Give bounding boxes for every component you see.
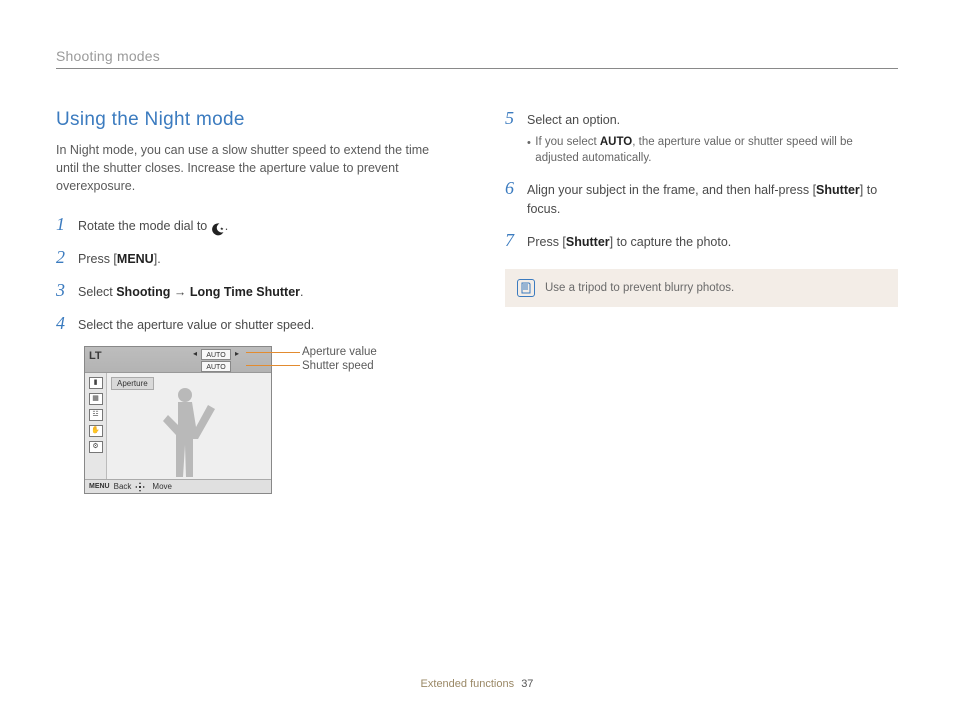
sidebar-icon: ▦ (89, 393, 103, 405)
breadcrumb: Shooting modes (56, 48, 898, 64)
bullet-text: If you select AUTO, the aperture value o… (535, 134, 898, 167)
callout-line (246, 365, 300, 366)
step-5-text: Select an option. (527, 111, 898, 130)
page-header: Shooting modes (56, 48, 898, 69)
arrow: → (170, 285, 189, 299)
sidebar-icon: ▮ (89, 377, 103, 389)
step-number: 2 (56, 248, 78, 268)
left-arrow-icon: ◂ (193, 349, 197, 358)
step-text: Press [MENU]. (78, 248, 161, 269)
step-number: 6 (505, 179, 527, 199)
step-2: 2 Press [MENU]. (56, 248, 449, 269)
step-text: Select an option. • If you select AUTO, … (527, 109, 898, 167)
lcd-move: Move (135, 482, 172, 492)
aperture-auto-pill: AUTO (201, 349, 231, 360)
lcd-mode-label: LT (89, 350, 102, 362)
right-column: 5 Select an option. • If you select AUTO… (505, 109, 898, 494)
step-1: 1 Rotate the mode dial to . (56, 215, 449, 236)
shutter-auto-pill: AUTO (201, 361, 231, 372)
menu-label: MENU (117, 252, 154, 266)
step-7: 7 Press [Shutter] to capture the photo. (505, 231, 898, 252)
step-number: 1 (56, 215, 78, 235)
callout-aperture-value: Aperture value (302, 346, 377, 359)
text-post: . (300, 285, 303, 299)
lcd-bottom-bar: MENU Back Move (85, 479, 271, 493)
tip-note: Use a tripod to prevent blurry photos. (505, 269, 898, 307)
step-text: Rotate the mode dial to . (78, 215, 228, 236)
long-time-shutter-label: Long Time Shutter (190, 285, 300, 299)
sidebar-icon: ☳ (89, 409, 103, 421)
lcd-back-label: Back (114, 482, 132, 491)
right-arrow-icon: ▸ (235, 349, 239, 358)
lcd-topbar: LT ◂ AUTO ▸ AUTO (85, 347, 271, 373)
step-number: 4 (56, 314, 78, 334)
sidebar-icon: ✋ (89, 425, 103, 437)
night-mode-icon (211, 222, 225, 236)
shutter-label: Shutter (816, 183, 860, 197)
step-6: 6 Align your subject in the frame, and t… (505, 179, 898, 219)
step-number: 7 (505, 231, 527, 251)
step-text: Select Shooting → Long Time Shutter. (78, 281, 304, 302)
bullet-pre: If you select (535, 136, 600, 148)
lcd-illustration: LT ◂ AUTO ▸ AUTO ▮ ▦ ☳ ✋ ⚙ Aperture (84, 346, 449, 494)
footer-section: Extended functions (421, 678, 515, 690)
note-text: Use a tripod to prevent blurry photos. (545, 282, 734, 294)
camera-lcd: LT ◂ AUTO ▸ AUTO ▮ ▦ ☳ ✋ ⚙ Aperture (84, 346, 272, 494)
sidebar-icon: ⚙ (89, 441, 103, 453)
text-post: ] to capture the photo. (610, 235, 732, 249)
move-dpad-icon (135, 482, 145, 492)
step-3: 3 Select Shooting → Long Time Shutter. (56, 281, 449, 302)
text-pre: Align your subject in the frame, and the… (527, 183, 816, 197)
content-columns: Using the Night mode In Night mode, you … (56, 109, 898, 494)
callout-shutter-speed: Shutter speed (302, 360, 374, 373)
text-post: ]. (154, 252, 161, 266)
section-title: Using the Night mode (56, 109, 449, 131)
step-5: 5 Select an option. • If you select AUTO… (505, 109, 898, 167)
text-pre: Press [ (527, 235, 566, 249)
step-4: 4 Select the aperture value or shutter s… (56, 314, 449, 335)
page-footer: Extended functions 37 (0, 678, 954, 690)
step-text: Align your subject in the frame, and the… (527, 179, 898, 219)
lcd-sidebar: ▮ ▦ ☳ ✋ ⚙ (85, 373, 107, 479)
shutter-label: Shutter (566, 235, 610, 249)
lcd-menu-label: MENU (89, 483, 110, 490)
note-icon (517, 279, 535, 297)
step-text-post: . (225, 219, 228, 233)
step-text: Select the aperture value or shutter spe… (78, 314, 314, 335)
step-number: 5 (505, 109, 527, 129)
step-text: Press [Shutter] to capture the photo. (527, 231, 731, 252)
lcd-aperture-label: Aperture (111, 377, 154, 390)
person-silhouette-icon (153, 385, 223, 481)
left-column: Using the Night mode In Night mode, you … (56, 109, 449, 494)
intro-paragraph: In Night mode, you can use a slow shutte… (56, 141, 449, 195)
bullet-icon: • (527, 134, 535, 152)
text-pre: Press [ (78, 252, 117, 266)
step-5-bullet: • If you select AUTO, the aperture value… (527, 134, 898, 167)
text-pre: Select (78, 285, 116, 299)
auto-label: AUTO (600, 136, 632, 148)
page-number: 37 (521, 678, 533, 690)
lcd-move-label: Move (152, 482, 172, 491)
step-text-pre: Rotate the mode dial to (78, 219, 211, 233)
step-number: 3 (56, 281, 78, 301)
callout-line (246, 352, 300, 353)
shooting-label: Shooting (116, 285, 170, 299)
